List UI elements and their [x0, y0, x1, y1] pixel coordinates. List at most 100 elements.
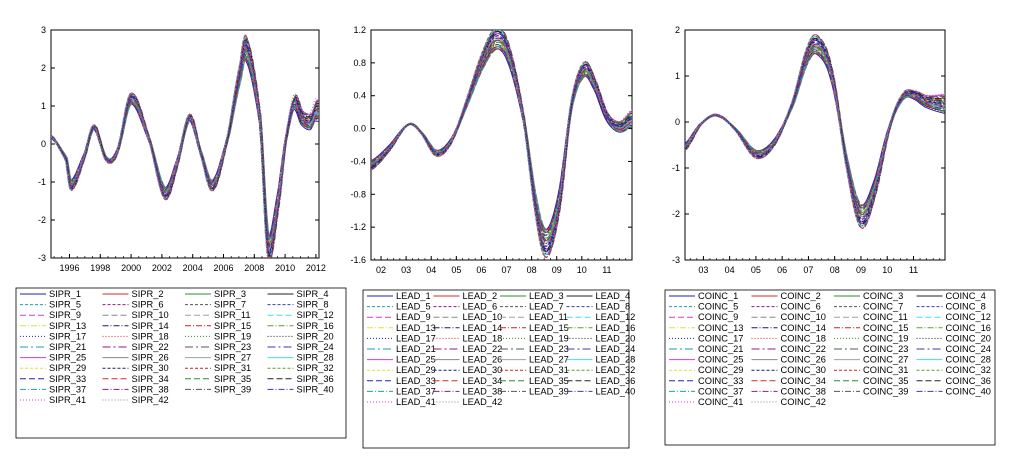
series-line-coinc-38 — [685, 43, 945, 218]
legend-label: LEAD_30 — [463, 365, 503, 375]
legend-label: LEAD_31 — [529, 365, 569, 375]
legend-label: COINC_2 — [781, 291, 821, 301]
legend-label: COINC_27 — [863, 355, 908, 365]
x-tick-label: 06 — [476, 265, 486, 275]
legend-label: LEAD_13 — [396, 323, 436, 333]
legend-label: COINC_23 — [863, 344, 908, 354]
legend-label: LEAD_34 — [463, 376, 503, 386]
series-line-coinc-34 — [685, 52, 945, 207]
series-line-sipr-14 — [51, 38, 319, 258]
x-tick-label: 04 — [426, 265, 436, 275]
series-line-sipr-7 — [51, 53, 319, 242]
series-line-sipr-17 — [51, 36, 319, 258]
x-tick-label: 1996 — [59, 263, 79, 273]
series-line-lead-30 — [371, 35, 632, 247]
plot-frame — [684, 29, 946, 261]
legend-label: LEAD_8 — [596, 302, 631, 312]
legend-label: LEAD_19 — [529, 333, 569, 343]
legend-label: LEAD_41 — [396, 397, 436, 407]
legend-label: SIPR_24 — [297, 342, 334, 352]
y-tick-label: 0.8 — [353, 58, 366, 68]
series-line-sipr-21 — [51, 50, 319, 245]
series-line-sipr-28 — [51, 36, 319, 258]
series-line-coinc-31 — [685, 34, 945, 229]
legend-label: SIPR_15 — [214, 321, 251, 331]
series-line-sipr-39 — [51, 36, 319, 258]
legend-label: SIPR_39 — [214, 384, 251, 394]
series-line-sipr-24 — [51, 47, 319, 248]
legend-label: LEAD_39 — [529, 386, 569, 396]
series-line-lead-31 — [371, 30, 632, 258]
legend-label: COINC_13 — [698, 323, 743, 333]
x-tick-label: 2002 — [152, 263, 172, 273]
legend-label: COINC_5 — [698, 302, 738, 312]
legend-label: COINC_7 — [863, 302, 903, 312]
legend-label: COINC_40 — [946, 386, 991, 396]
series-line-lead-6 — [371, 30, 632, 256]
series-line-sipr-36 — [51, 38, 319, 258]
legend-label: COINC_22 — [781, 344, 826, 354]
legend-label: SIPR_41 — [49, 395, 86, 405]
chart-sipr: 3 2 1 0 -1 -2 -3 1996 1998 2000 2002 2004 2006 2008 20… — [15, 25, 347, 439]
series-line-lead-28 — [371, 30, 632, 256]
legend-label: SIPR_26 — [132, 353, 169, 363]
series-line-coinc-4 — [685, 50, 945, 209]
x-tick-label: 05 — [751, 265, 761, 275]
series-line-coinc-2 — [685, 45, 945, 216]
series-line-coinc-22 — [685, 39, 945, 223]
legend-label: COINC_37 — [698, 386, 743, 396]
series-line-sipr-4 — [51, 55, 319, 239]
legend-label: COINC_4 — [946, 291, 986, 301]
legend-label: SIPR_31 — [214, 363, 251, 373]
legend-label: SIPR_35 — [214, 374, 251, 384]
series-line-sipr-37 — [51, 55, 319, 240]
y-tick-label: -0.4 — [350, 156, 366, 166]
legend-label: LEAD_37 — [396, 386, 436, 396]
legend-label: SIPR_37 — [49, 384, 86, 394]
series-line-sipr-25 — [51, 38, 319, 258]
x-tick-label: 07 — [803, 265, 813, 275]
x-tick-label: 2010 — [275, 263, 295, 273]
series-line-lead-3 — [371, 30, 632, 253]
series-line-coinc-24 — [685, 45, 945, 216]
legend-label: SIPR_6 — [132, 300, 164, 310]
series-line-coinc-9 — [685, 34, 945, 229]
series-group — [51, 34, 319, 258]
x-tick-label: 11 — [602, 265, 611, 275]
series-line-sipr-26 — [51, 55, 319, 240]
series-line-lead-8 — [371, 35, 632, 247]
x-tick-label: 03 — [698, 265, 708, 275]
plot-frame — [50, 29, 320, 259]
series-line-coinc-32 — [685, 47, 945, 213]
chart-lead: 1.2 0.8 0.4 0.0 -0.4 -0.8 -1.2 -1.6 02 03 04 05 06 07… — [350, 25, 636, 449]
series-line-sipr-33 — [51, 42, 319, 255]
legend-label: LEAD_17 — [396, 333, 436, 343]
y-tick-label: -1.6 — [350, 255, 366, 265]
legend-label: SIPR_17 — [49, 331, 86, 341]
x-tick-label: 04 — [725, 265, 735, 275]
x-tick-label: 08 — [830, 265, 840, 275]
legend-label: LEAD_33 — [396, 376, 436, 386]
legend-label: SIPR_36 — [297, 374, 334, 384]
legend-label: LEAD_32 — [596, 365, 636, 375]
series-line-coinc-42 — [685, 34, 945, 229]
y-tick-label: -1 — [672, 163, 680, 173]
y-tick-label: 0 — [675, 117, 680, 127]
series-line-coinc-20 — [685, 34, 945, 229]
y-tick-label: 2 — [675, 25, 680, 35]
legend-label: LEAD_18 — [463, 333, 503, 343]
series-line-lead-13 — [371, 39, 632, 242]
y-tick-label: 0.0 — [353, 124, 366, 134]
series-line-coinc-7 — [685, 49, 945, 211]
x-tick-label: 09 — [552, 265, 562, 275]
series-line-coinc-35 — [685, 45, 945, 216]
legend-label: LEAD_23 — [529, 344, 569, 354]
series-line-sipr-10 — [51, 50, 319, 245]
series-line-coinc-10 — [685, 47, 945, 213]
series-line-coinc-28 — [685, 36, 945, 227]
x-tick-label: 1998 — [90, 263, 110, 273]
series-line-sipr-38 — [51, 45, 319, 250]
legend-label: SIPR_30 — [132, 363, 169, 373]
series-line-lead-11 — [371, 33, 632, 250]
